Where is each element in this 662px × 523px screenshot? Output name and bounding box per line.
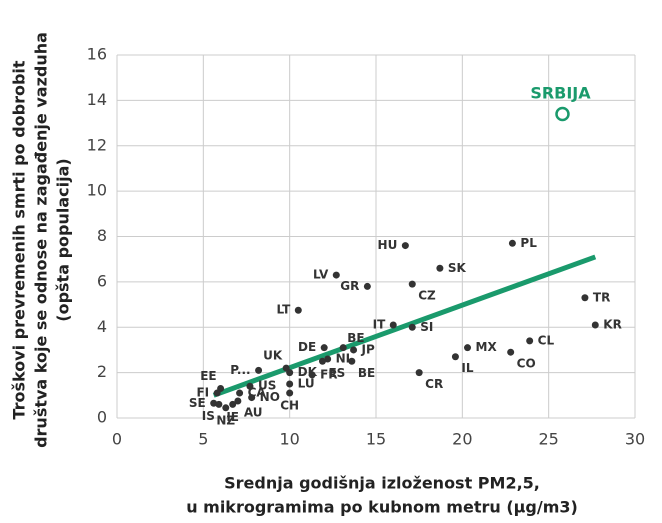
point bbox=[286, 389, 294, 397]
point-label: CO bbox=[517, 357, 536, 371]
point bbox=[415, 369, 423, 377]
y-axis-title: (opšta populacija) bbox=[54, 158, 73, 321]
point bbox=[451, 353, 459, 361]
point bbox=[339, 344, 347, 352]
point bbox=[408, 280, 416, 288]
point bbox=[363, 282, 371, 290]
point-label: PL bbox=[520, 236, 537, 250]
trendline bbox=[212, 254, 597, 398]
point-label: LV bbox=[313, 268, 329, 282]
point bbox=[350, 346, 358, 354]
x-tick-label: 10 bbox=[279, 430, 299, 449]
point-label: ES bbox=[328, 366, 345, 380]
x-tick-label: 20 bbox=[452, 430, 472, 449]
point-label: IL bbox=[461, 361, 473, 375]
point bbox=[464, 344, 472, 352]
point bbox=[508, 239, 516, 247]
point-label: LU bbox=[298, 376, 315, 390]
point bbox=[236, 389, 244, 397]
y-tick-label: 0 bbox=[97, 408, 107, 427]
point bbox=[286, 380, 294, 388]
point-label: SE bbox=[189, 396, 206, 410]
x-axis-title: u mikrogramima po kubnom metru (µg/m3) bbox=[186, 498, 578, 517]
point bbox=[401, 242, 409, 250]
point-label: EE bbox=[200, 369, 216, 383]
point-label: BE bbox=[358, 366, 375, 380]
point bbox=[213, 389, 221, 397]
point bbox=[526, 337, 534, 345]
point-label: LT bbox=[276, 303, 291, 317]
point-label: JP bbox=[361, 342, 375, 356]
point-label: TR bbox=[593, 290, 610, 304]
x-tick-label: 25 bbox=[538, 430, 558, 449]
x-axis-title: Srednja godišnja izloženost PM2,5, bbox=[224, 474, 540, 493]
point bbox=[581, 294, 589, 302]
point-label: MX bbox=[476, 340, 498, 354]
point bbox=[234, 397, 242, 405]
point bbox=[348, 357, 356, 365]
point bbox=[408, 323, 416, 331]
point bbox=[332, 271, 340, 279]
point bbox=[248, 394, 256, 402]
point-label: IS bbox=[202, 409, 215, 423]
point bbox=[389, 321, 397, 329]
point bbox=[215, 400, 223, 408]
y-tick-label: 2 bbox=[97, 362, 107, 381]
point-label: KR bbox=[603, 317, 622, 331]
y-tick-label: 10 bbox=[87, 181, 107, 200]
point-label: SI bbox=[420, 320, 433, 334]
point-label: CR bbox=[425, 377, 443, 391]
y-axis-title: Troškovi prevremenih smrti po dobrobit bbox=[10, 60, 29, 420]
y-tick-label: 12 bbox=[87, 135, 107, 154]
point-label: FI bbox=[196, 386, 209, 400]
point bbox=[246, 382, 254, 390]
point bbox=[286, 369, 294, 377]
point-label: P... bbox=[230, 363, 250, 377]
point bbox=[507, 348, 515, 356]
point bbox=[229, 400, 237, 408]
y-tick-label: 14 bbox=[87, 90, 107, 109]
highlight-point bbox=[555, 106, 570, 122]
point-label: UK bbox=[263, 349, 283, 363]
point bbox=[436, 264, 444, 272]
point-label: DE bbox=[298, 340, 316, 354]
point-label: GR bbox=[340, 279, 359, 293]
x-tick-label: 30 bbox=[625, 430, 645, 449]
point-label: HU bbox=[378, 238, 398, 252]
point-label: SK bbox=[448, 261, 467, 275]
highlight-label: SRBIJA bbox=[530, 83, 591, 102]
point-label: CH bbox=[280, 399, 299, 413]
point bbox=[318, 357, 326, 365]
y-tick-label: 16 bbox=[87, 45, 107, 64]
point bbox=[294, 306, 302, 314]
x-tick-label: 0 bbox=[112, 430, 122, 449]
y-tick-label: 8 bbox=[97, 226, 107, 245]
point-label: IT bbox=[373, 317, 386, 331]
point-label: IE bbox=[226, 410, 239, 424]
point bbox=[222, 404, 230, 412]
y-tick-label: 4 bbox=[97, 317, 107, 336]
point-label: NZ bbox=[216, 413, 235, 427]
point-label: FR bbox=[320, 367, 337, 381]
x-tick-label: 5 bbox=[198, 430, 208, 449]
point-label: CL bbox=[538, 333, 555, 347]
point-label: BE bbox=[347, 331, 364, 345]
point bbox=[308, 371, 316, 379]
point-label: US bbox=[258, 379, 276, 393]
point-label: CZ bbox=[418, 289, 436, 303]
point-label: NO bbox=[260, 390, 280, 404]
point-label: AU bbox=[244, 405, 263, 419]
point bbox=[255, 366, 263, 374]
x-tick-label: 15 bbox=[366, 430, 386, 449]
y-tick-label: 6 bbox=[97, 271, 107, 290]
point bbox=[591, 321, 599, 329]
point bbox=[320, 344, 328, 352]
y-axis-title: društva koje se odnose na zagađenje vazd… bbox=[32, 32, 51, 448]
